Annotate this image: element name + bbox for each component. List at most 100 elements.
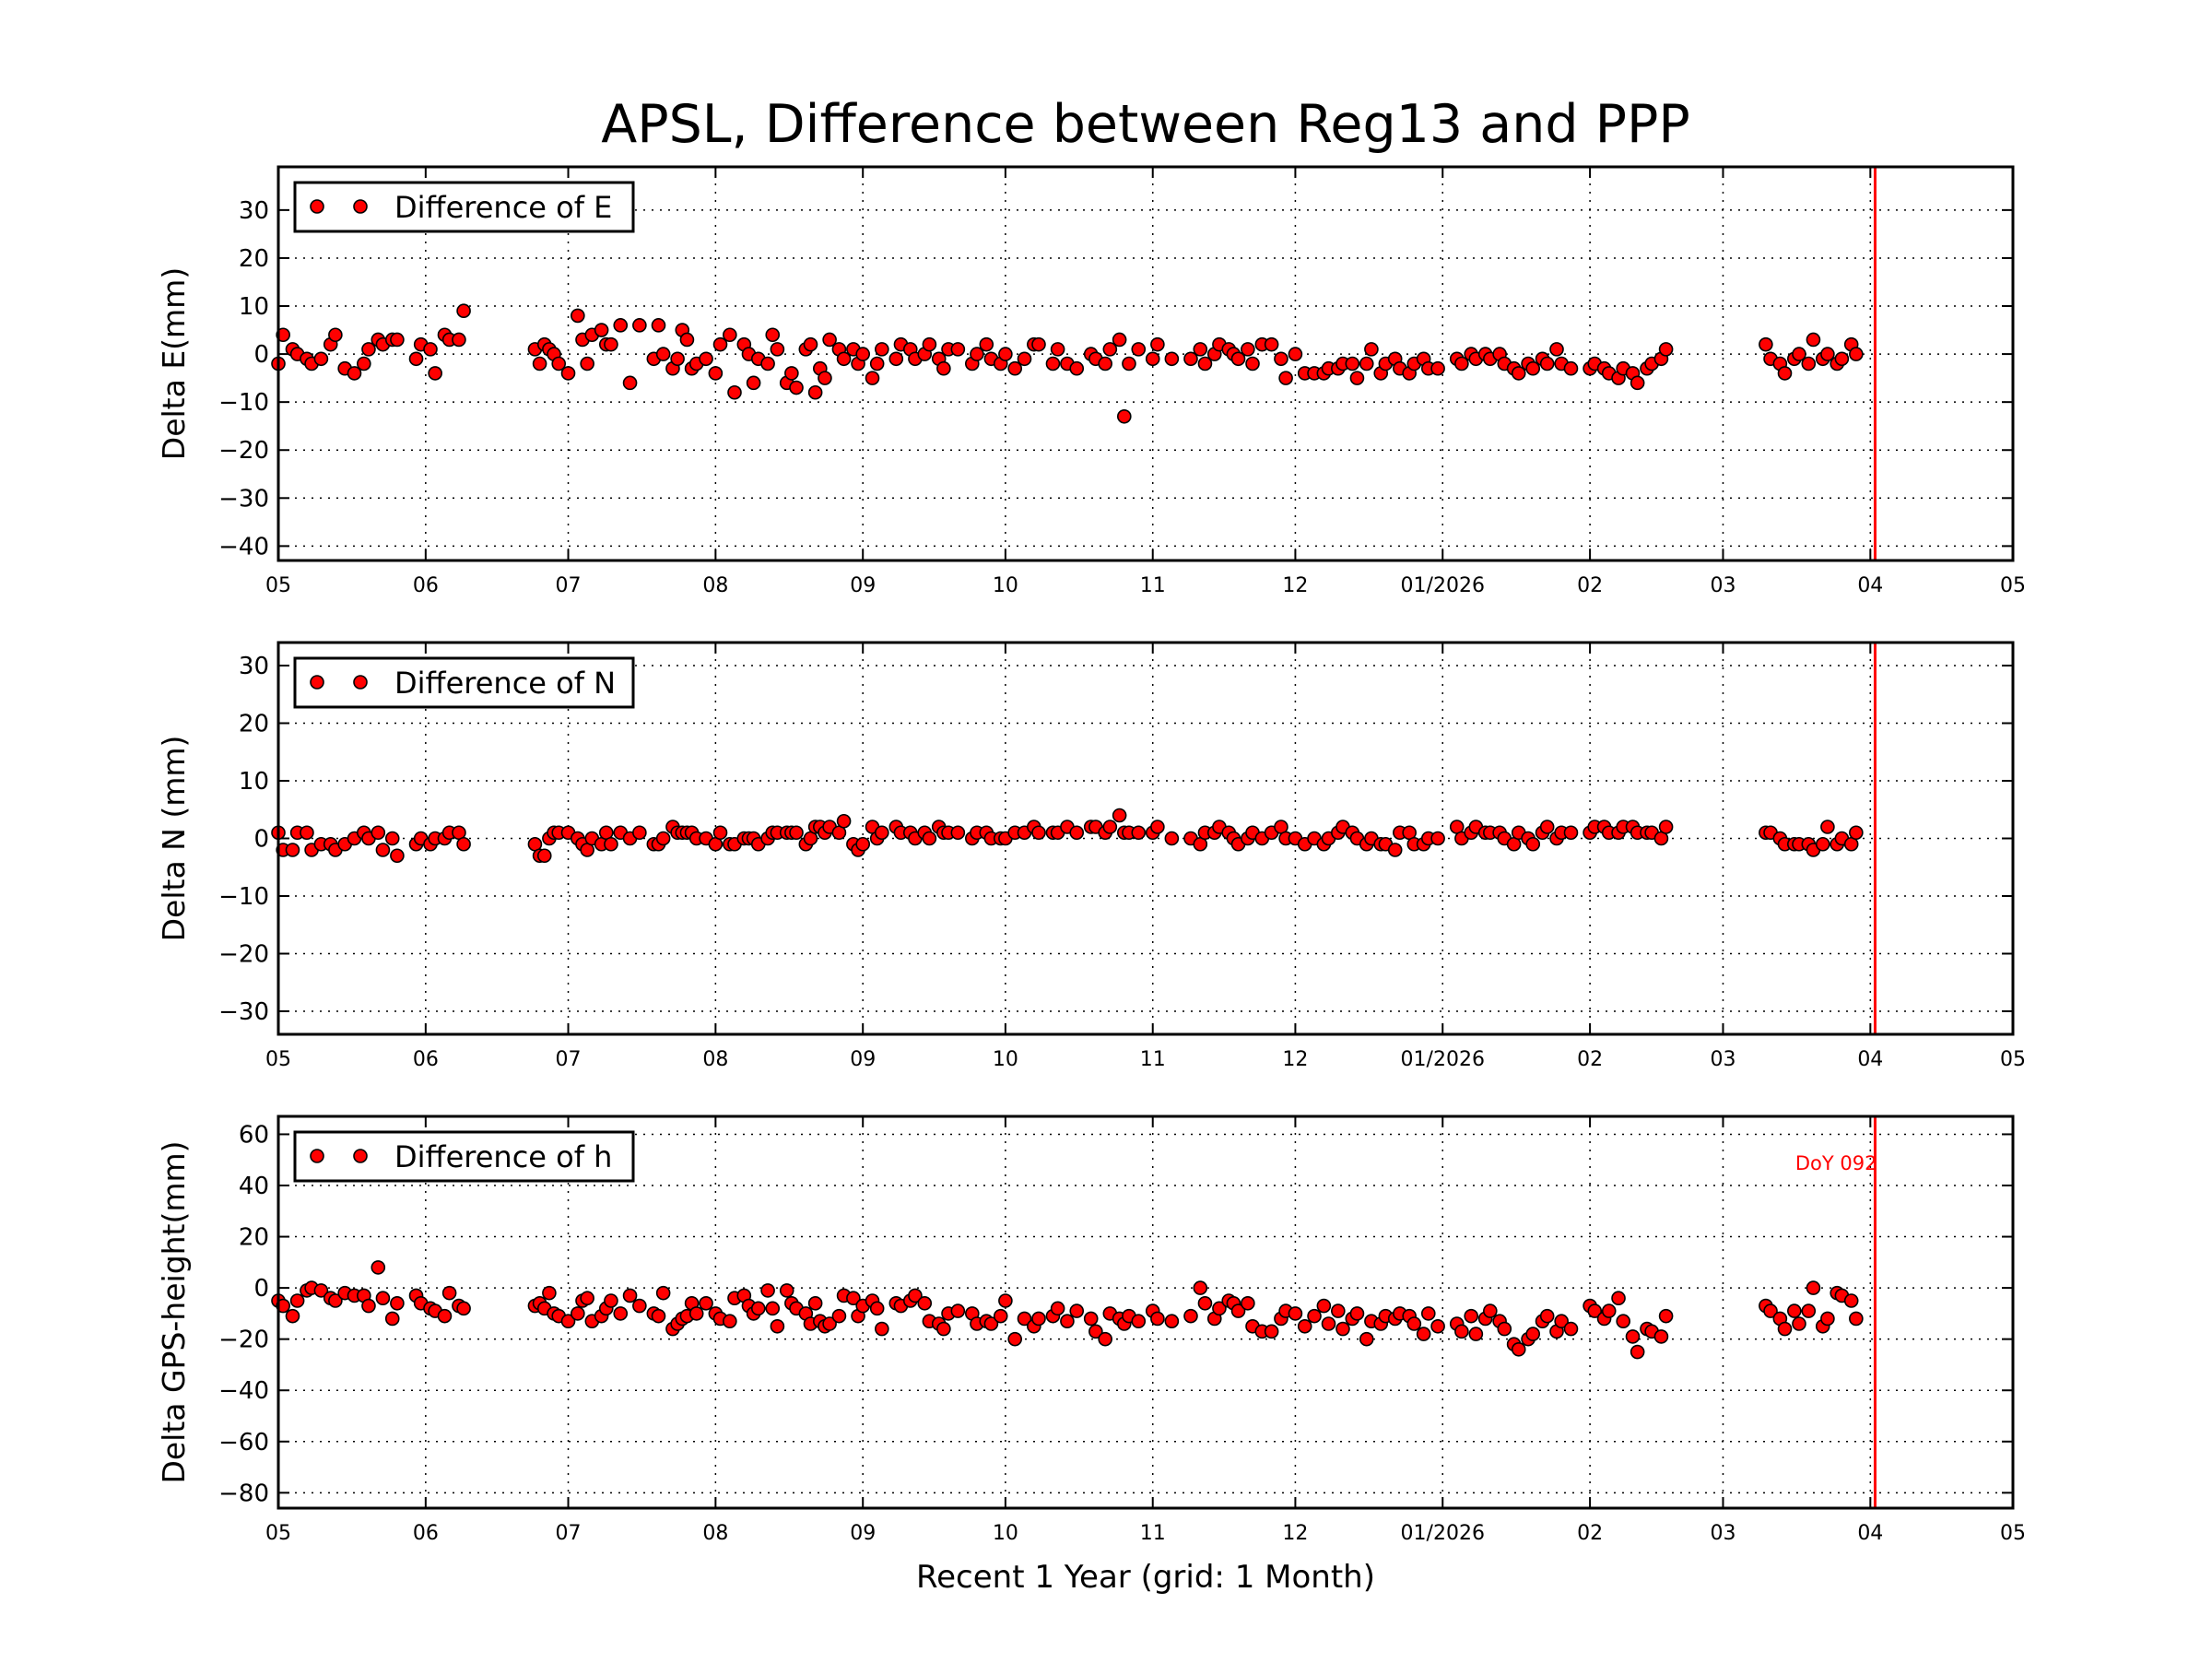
data-point [993,1308,1008,1324]
y-tick-label: 0 [253,1275,269,1303]
x-tick-label: 08 [702,1048,728,1071]
x-tick-label: 05 [265,574,291,597]
data-point [390,848,405,864]
data-point [723,327,737,343]
legend-marker [353,199,368,214]
data-point [1616,1314,1630,1329]
data-point [1801,1303,1817,1318]
y-tick-label: 0 [253,826,269,854]
data-point [632,318,647,333]
data-point [1834,351,1850,367]
x-tick-label: 02 [1577,1048,1603,1071]
data-point [1554,1314,1569,1329]
data-point [712,825,728,841]
data-point [613,1306,629,1321]
data-point [846,1291,861,1306]
y-tick-label: −30 [218,998,269,1026]
data-point [1563,825,1579,841]
data-point [917,1295,933,1311]
data-point [1497,1321,1512,1337]
data-point [1468,1327,1484,1341]
data-point [276,1298,290,1314]
data-point [807,1295,823,1311]
legend-marker [310,675,324,690]
data-point [1197,356,1213,372]
data-point [604,1293,618,1308]
x-tick-label: 05 [2000,574,2026,597]
data-point [1031,825,1046,841]
data-point [1122,356,1136,372]
data-point [1658,1308,1674,1324]
data-point [1297,1318,1312,1334]
data-point [1815,836,1830,852]
data-point [1387,843,1403,857]
y-tick-label: −20 [218,437,269,465]
data-point [328,1293,343,1308]
y-tick-label: −40 [218,1377,269,1405]
data-point [408,351,424,367]
y-tick-label: 20 [239,1224,269,1252]
data-point [1454,356,1469,372]
data-point [1430,831,1445,846]
data-point [375,1291,391,1306]
data-point [655,831,671,846]
data-point [1060,1314,1075,1329]
data-point [836,351,852,367]
data-point [1525,360,1541,376]
x-tick-label: 03 [1710,1048,1735,1071]
data-point [831,1308,847,1324]
data-point [836,813,852,829]
data-point [1777,366,1793,381]
data-point [542,1285,557,1301]
data-point [604,836,618,852]
data-point [1335,1321,1350,1337]
data-point [688,1306,704,1321]
legend-marker [310,199,324,214]
data-point [1069,1303,1085,1318]
data-point [1525,836,1541,852]
y-tick-label: 10 [239,293,269,321]
legend-marker [353,675,368,690]
data-point [1464,1308,1478,1324]
x-axis-label: Recent 1 Year (grid: 1 Month) [916,1559,1375,1596]
data-point [375,843,391,857]
data-point [765,1301,781,1316]
data-point [670,351,685,367]
data-point [1098,1331,1112,1347]
data-point [699,1295,713,1311]
y-tick-label: 30 [239,653,269,680]
data-point [1098,356,1112,372]
data-point [1150,820,1165,834]
data-point [760,356,775,372]
data-point [1539,1308,1555,1324]
data-point [1416,1327,1431,1341]
data-point [1017,1311,1032,1327]
data-point [1806,1280,1821,1295]
data-point [361,1298,376,1314]
data-point [750,1301,766,1316]
data-point [1183,351,1198,367]
data-point [875,825,889,841]
data-point [908,1288,923,1303]
data-point [1045,356,1061,372]
x-tick-label: 11 [1140,1048,1166,1071]
data-point [1787,1303,1802,1318]
data-point [604,336,618,352]
data-point [1193,342,1208,357]
data-point [1630,1344,1645,1360]
data-point [1116,408,1132,424]
data-point [727,384,742,400]
data-point [1777,1321,1793,1337]
data-point [1820,347,1835,361]
data-point [1241,1295,1255,1311]
data-point [822,332,837,348]
data-point [551,356,567,372]
data-point [770,1318,785,1334]
data-point [1587,1303,1603,1318]
data-point [1241,342,1255,357]
legend-marker [353,1149,368,1163]
data-point [712,336,728,352]
legend: Difference of h [293,1130,635,1183]
x-tick-label: 10 [993,1048,1018,1071]
data-point [1792,1316,1806,1331]
